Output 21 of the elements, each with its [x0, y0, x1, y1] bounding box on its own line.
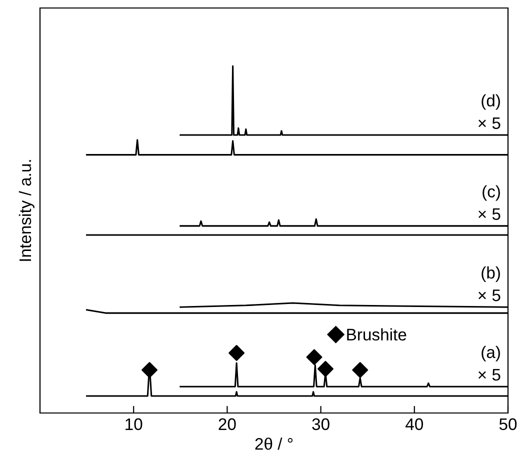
annotation: × 5 — [478, 290, 500, 302]
x-tick-label: 40 — [406, 418, 424, 430]
annotation: (c) — [482, 185, 500, 201]
x-tick-label: 10 — [126, 418, 142, 430]
point — [318, 360, 334, 377]
x-tick-label: 30 — [312, 418, 330, 430]
point — [228, 344, 245, 361]
x-tick-label: 20 — [218, 418, 236, 430]
point — [142, 362, 158, 378]
annotation: × 5 — [478, 369, 500, 381]
legend-label: Brushite — [347, 328, 406, 341]
point — [306, 349, 322, 366]
annotation: (d) — [482, 94, 500, 110]
annotation: (a) — [482, 346, 500, 362]
point — [352, 362, 368, 378]
annotation: × 5 — [478, 208, 500, 220]
annotation: (b) — [482, 266, 500, 282]
annotation: × 5 — [478, 117, 500, 130]
y-axis-title: Intensity / a.u. — [18, 160, 34, 261]
x-axis-title: 2θ / ° — [255, 438, 293, 450]
x-tick-label: 50 — [499, 418, 517, 430]
